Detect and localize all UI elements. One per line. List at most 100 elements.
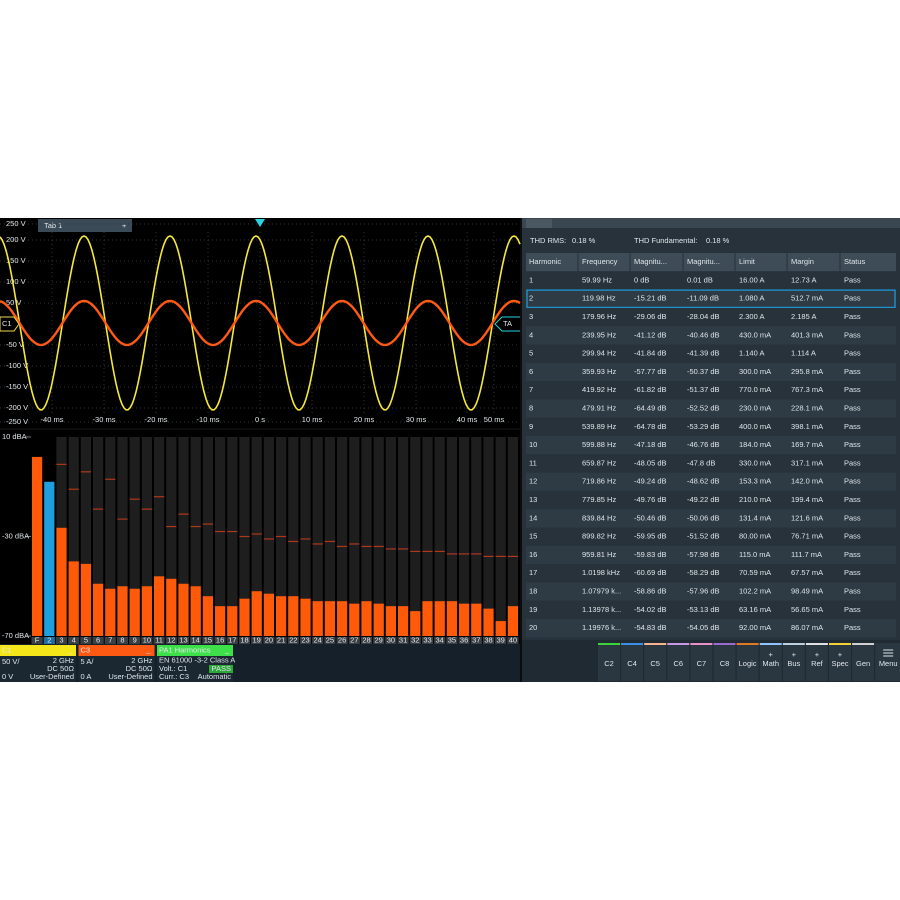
table-cell: -49.24 dB bbox=[634, 477, 667, 486]
toolbar-button[interactable] bbox=[805, 643, 828, 681]
button-label: Spec bbox=[831, 659, 848, 668]
time-reference bbox=[255, 219, 265, 227]
toolbar-button[interactable] bbox=[713, 643, 736, 681]
button-label: C7 bbox=[697, 659, 707, 668]
x-axis-label: 20 ms bbox=[354, 415, 375, 424]
toolbar-button[interactable] bbox=[621, 643, 644, 681]
table-cell: -54.83 dB bbox=[634, 623, 667, 632]
x-tick-bg bbox=[385, 637, 397, 644]
bar bbox=[32, 456, 43, 636]
table-cell: 767.3 mA bbox=[791, 385, 823, 394]
table-cell: Pass bbox=[844, 440, 861, 449]
bar bbox=[507, 606, 518, 636]
bar bbox=[239, 598, 250, 636]
bar bbox=[215, 606, 226, 636]
badge-result-bg bbox=[209, 665, 233, 673]
toolbar-button[interactable] bbox=[736, 643, 759, 681]
table-cell: 20 bbox=[529, 623, 537, 632]
table-cell: 56.65 mA bbox=[791, 605, 823, 614]
y-axis-label: -100 V bbox=[6, 361, 28, 370]
table-header: Limit bbox=[739, 257, 756, 266]
bar bbox=[166, 578, 177, 636]
toolbar-button[interactable] bbox=[875, 643, 900, 681]
table-cell: 86.07 mA bbox=[791, 623, 823, 632]
table-cell: 115.0 mA bbox=[739, 550, 771, 559]
table-cell: 228.1 mA bbox=[791, 404, 823, 413]
button-label: Math bbox=[762, 659, 779, 668]
toolbar-button[interactable] bbox=[644, 643, 667, 681]
table-cell: 512.7 mA bbox=[791, 294, 823, 303]
button-color-strip bbox=[667, 643, 690, 645]
limit-column bbox=[105, 437, 116, 636]
table-cell: -49.22 dB bbox=[687, 495, 720, 504]
table-cell: 1.19976 k... bbox=[582, 623, 621, 632]
toolbar-button[interactable] bbox=[759, 643, 782, 681]
table-cell: 2.185 A bbox=[791, 312, 816, 321]
bar bbox=[471, 603, 482, 636]
limit-column bbox=[117, 437, 128, 636]
y-axis-label: 200 V bbox=[6, 235, 26, 244]
badge-title: C3 bbox=[81, 645, 91, 654]
table-cell: 142.0 mA bbox=[791, 477, 823, 486]
table-cell: 70.59 mA bbox=[739, 568, 771, 577]
bar bbox=[105, 588, 116, 636]
table-row-bg bbox=[526, 326, 896, 345]
x-tick-label: 39 bbox=[497, 635, 505, 644]
toolbar-button[interactable] bbox=[852, 643, 875, 681]
x-tick-label: 19 bbox=[253, 635, 261, 644]
button-color-strip bbox=[852, 643, 875, 645]
x-tick-label: 38 bbox=[484, 635, 492, 644]
badge-header bbox=[157, 645, 233, 656]
table-cell: 1 bbox=[529, 275, 533, 284]
toolbar-button[interactable] bbox=[782, 643, 805, 681]
table-cell: 299.94 Hz bbox=[582, 349, 616, 358]
x-tick-label: 24 bbox=[314, 635, 322, 644]
toolbar-button[interactable] bbox=[829, 643, 851, 681]
table-cell: -50.37 dB bbox=[687, 367, 720, 376]
limit-column bbox=[154, 437, 165, 636]
bar bbox=[129, 588, 140, 636]
y-tick-label: -30 dBA bbox=[2, 531, 29, 540]
table-cell: 2.300 A bbox=[739, 312, 764, 321]
table-cell: 3 bbox=[529, 312, 533, 321]
toolbar-button[interactable] bbox=[690, 643, 713, 681]
table-cell: -57.77 dB bbox=[634, 367, 667, 376]
table-cell: Pass bbox=[844, 404, 861, 413]
table-cell: 2 bbox=[529, 294, 533, 303]
table-cell: 419.92 Hz bbox=[582, 385, 616, 394]
table-cell: -64.49 dB bbox=[634, 404, 667, 413]
badge-collapse: _ bbox=[224, 645, 230, 654]
y-axis-label: -200 V bbox=[6, 403, 28, 412]
limit-column bbox=[459, 437, 470, 636]
limit-column bbox=[507, 437, 518, 636]
table-cell: 330.0 mA bbox=[739, 458, 771, 467]
table-cell: -57.96 dB bbox=[687, 587, 720, 596]
toolbar-button[interactable] bbox=[598, 643, 620, 681]
table-cell: -11.09 dB bbox=[687, 294, 719, 303]
table-cell: 153.3 mA bbox=[739, 477, 771, 486]
table-cell: 92.00 mA bbox=[739, 623, 771, 632]
x-tick-label: 8 bbox=[120, 635, 124, 644]
table-cell: -28.04 dB bbox=[687, 312, 720, 321]
toolbar-button[interactable] bbox=[667, 643, 690, 681]
bar bbox=[117, 586, 128, 636]
table-cell: 401.3 mA bbox=[791, 330, 823, 339]
y-tick-label: -70 dBA bbox=[2, 631, 29, 640]
x-tick-bg bbox=[92, 637, 104, 644]
table-cell: 230.0 mA bbox=[739, 404, 771, 413]
y-axis-label: 100 V bbox=[6, 277, 26, 286]
button-label: Ref bbox=[811, 659, 824, 668]
limit-column bbox=[166, 437, 177, 636]
badge-bar bbox=[0, 644, 520, 682]
y-tick-label: 10 dBA bbox=[2, 432, 27, 441]
table-cell: Pass bbox=[844, 513, 861, 522]
badge-mode: User-Defined bbox=[30, 672, 74, 681]
bar bbox=[202, 596, 213, 636]
x-tick-bg bbox=[336, 637, 348, 644]
table-cell: 17 bbox=[529, 568, 537, 577]
table-row-bg bbox=[526, 307, 896, 327]
x-tick-label: 9 bbox=[133, 635, 137, 644]
bar bbox=[398, 606, 409, 636]
